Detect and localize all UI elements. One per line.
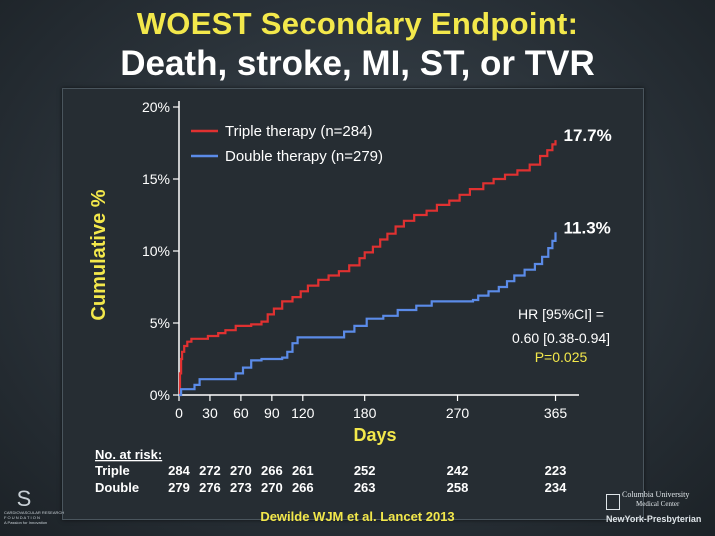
hr-label: HR [95%CI] = xyxy=(518,306,604,322)
x-tick-label: 365 xyxy=(544,405,568,421)
risk-cell: 266 xyxy=(292,480,314,495)
risk-cell: 272 xyxy=(199,463,221,478)
y-tick-label: 5% xyxy=(150,315,170,331)
y-tick-label: 10% xyxy=(142,243,170,259)
triple-end-label: 17.7% xyxy=(564,126,612,145)
double-end-label: 11.3% xyxy=(564,218,611,237)
risk-table-header: No. at risk: xyxy=(95,447,162,462)
risk-cell: 273 xyxy=(230,480,252,495)
risk-cell: 279 xyxy=(168,480,190,495)
y-tick-label: 20% xyxy=(142,99,170,115)
slide-title: WOEST Secondary Endpoint: xyxy=(136,6,579,41)
risk-cell: 252 xyxy=(354,463,376,478)
y-tick-label: 0% xyxy=(150,387,170,403)
chart-panel: 0% 5% 10% 15% 20% 0 30 60 90 120 180 270 365 Days Cumu… xyxy=(62,88,644,520)
risk-row-label: Double xyxy=(95,480,139,495)
crf-logo-line3: A Passion for Innovation xyxy=(4,520,48,525)
crf-logo-glyph: S xyxy=(16,486,32,511)
nyp-logo-text: NewYork-Presbyterian xyxy=(606,514,702,524)
triple-therapy-curve xyxy=(178,140,557,397)
x-tick-label: 60 xyxy=(233,405,249,421)
x-tick-label: 120 xyxy=(291,405,315,421)
x-tick-label: 90 xyxy=(264,405,280,421)
risk-cell: 276 xyxy=(199,480,221,495)
risk-cell: 284 xyxy=(168,463,190,478)
x-tick-label: 180 xyxy=(353,405,377,421)
p-value: P=0.025 xyxy=(535,349,588,365)
y-axis-title: Cumulative % xyxy=(88,189,110,320)
columbia-logo-line2: Medical Center xyxy=(636,500,680,508)
y-tick-label: 15% xyxy=(142,171,170,187)
hr-value: 0.60 [0.38-0.94] xyxy=(512,330,610,346)
x-axis-title: Days xyxy=(353,425,396,445)
risk-cell: 242 xyxy=(447,463,469,478)
legend-label: Triple therapy (n=284) xyxy=(225,123,372,140)
risk-row-label: Triple xyxy=(95,463,130,478)
double-therapy-curve xyxy=(179,232,557,397)
risk-cell: 266 xyxy=(261,463,283,478)
km-chart: 0% 5% 10% 15% 20% 0 30 60 90 120 180 270 365 Days Cumu… xyxy=(88,99,612,495)
columbia-logo-line1: Columbia University xyxy=(622,490,690,499)
risk-cell: 258 xyxy=(447,480,469,495)
slide-subtitle: Death, stroke, MI, ST, or TVR xyxy=(120,44,595,83)
legend-label: Double therapy (n=279) xyxy=(225,148,383,165)
risk-cell: 234 xyxy=(545,480,567,495)
risk-cell: 261 xyxy=(292,463,314,478)
risk-cell: 263 xyxy=(354,480,376,495)
risk-cell: 270 xyxy=(261,480,283,495)
citation: Dewilde WJM et al. Lancet 2013 xyxy=(260,509,455,524)
risk-cell: 270 xyxy=(230,463,252,478)
columbia-nyp-logo: Columbia University Medical Center NewYo… xyxy=(606,490,715,530)
crf-logo-line2: F O U N D A T I O N xyxy=(4,515,40,520)
crf-logo: S CARDIOVASCULAR RESEARCH F O U N D A T … xyxy=(4,488,68,532)
x-tick-label: 270 xyxy=(446,405,470,421)
x-tick-label: 30 xyxy=(202,405,218,421)
crown-shield-icon xyxy=(606,494,620,510)
x-tick-label: 0 xyxy=(175,405,183,421)
risk-cell: 223 xyxy=(545,463,567,478)
crf-logo-line1: CARDIOVASCULAR RESEARCH xyxy=(4,510,65,515)
